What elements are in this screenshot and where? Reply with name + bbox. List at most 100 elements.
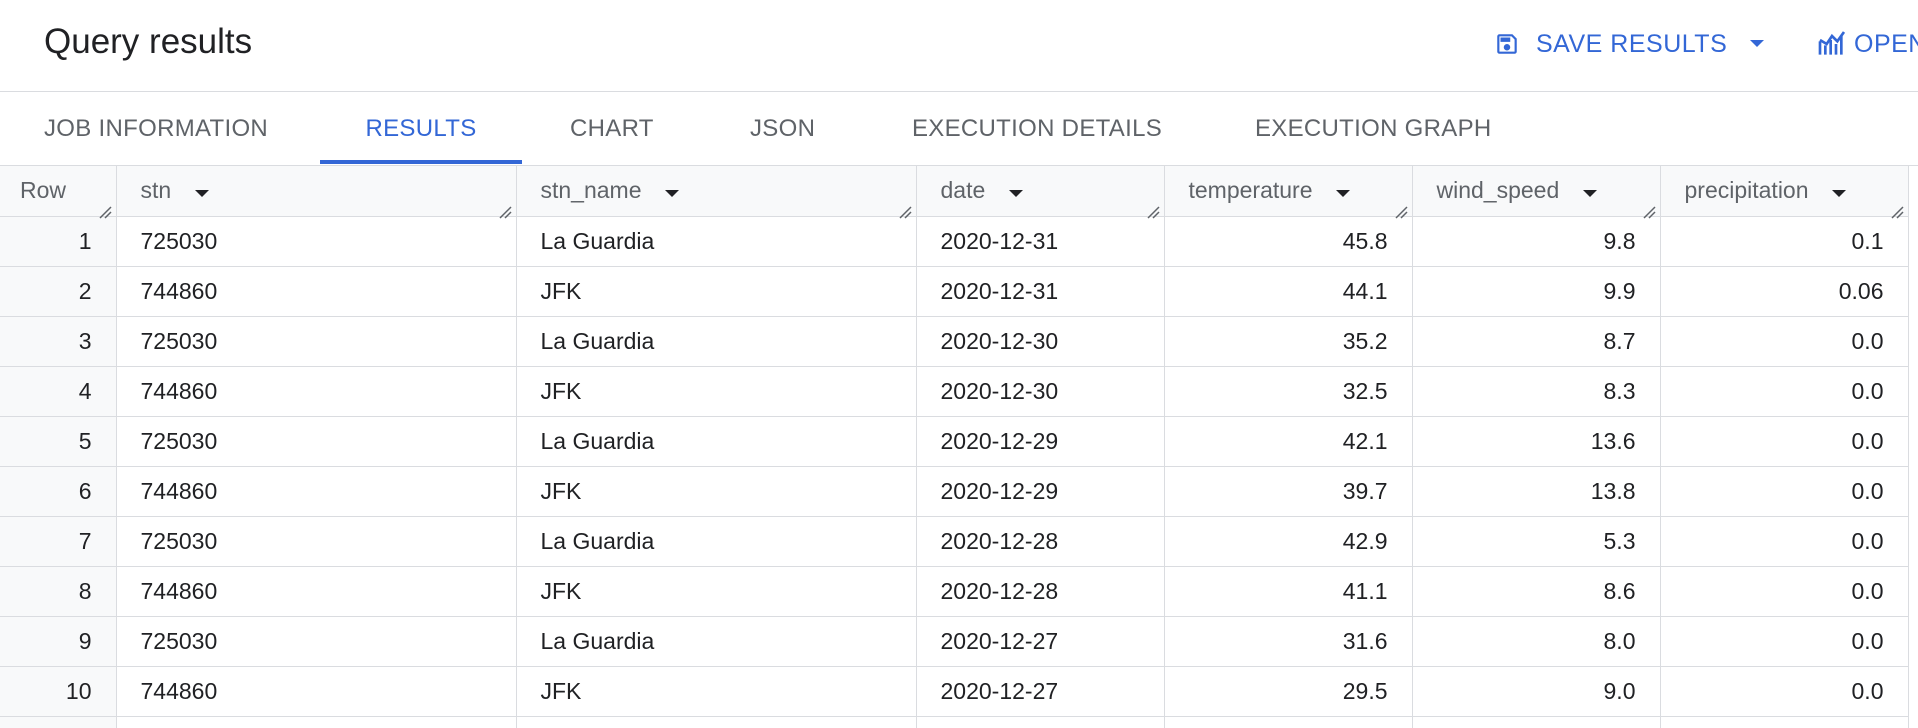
table-cell-wind-speed[interactable]: 8.3: [1412, 366, 1661, 417]
table-cell-wind-speed[interactable]: [1412, 716, 1661, 728]
table-row[interactable]: 2 744860 JFK 2020-12-31 44.1 9.9 0.06: [0, 266, 1909, 317]
table-cell-temperature[interactable]: 31.6: [1164, 616, 1413, 667]
table-cell-stn-name[interactable]: La Guardia: [516, 516, 917, 567]
table-row[interactable]: 1 725030 La Guardia 2020-12-31 45.8 9.8 0.1: [0, 216, 1909, 267]
table-cell-stn[interactable]: 744860: [116, 566, 517, 617]
table-cell-date[interactable]: 2020-12-30: [916, 366, 1165, 417]
sort-down-icon[interactable]: [664, 178, 680, 205]
table-row[interactable]: 4 744860 JFK 2020-12-30 32.5 8.3 0.0: [0, 366, 1909, 417]
table-cell-wind-speed[interactable]: 5.3: [1412, 516, 1661, 567]
table-cell-wind-speed[interactable]: 9.9: [1412, 266, 1661, 317]
table-cell-wind-speed[interactable]: 8.0: [1412, 616, 1661, 667]
resize-handle-icon[interactable]: [98, 198, 112, 219]
resize-handle-icon[interactable]: [1394, 198, 1408, 219]
column-header-wind-speed[interactable]: wind_speed: [1412, 166, 1661, 219]
table-cell-date[interactable]: 2020-12-28: [916, 566, 1165, 617]
table-cell-precipitation[interactable]: 0.0: [1660, 416, 1909, 467]
resize-handle-icon[interactable]: [898, 198, 912, 219]
table-cell-stn-name[interactable]: JFK: [516, 566, 917, 617]
table-cell-temperature[interactable]: 42.9: [1164, 516, 1413, 567]
table-cell-stn-name[interactable]: JFK: [516, 466, 917, 517]
table-cell-temperature[interactable]: 29.5: [1164, 666, 1413, 717]
table-cell-date[interactable]: 2020-12-29: [916, 416, 1165, 467]
table-cell-stn[interactable]: 744860: [116, 666, 517, 717]
column-header-date[interactable]: date: [916, 166, 1165, 219]
table-cell-stn-name[interactable]: JFK: [516, 366, 917, 417]
row-number-cell[interactable]: 7: [0, 516, 117, 567]
table-cell-date[interactable]: 2020-12-30: [916, 316, 1165, 367]
table-cell-wind-speed[interactable]: 13.6: [1412, 416, 1661, 467]
row-number-cell[interactable]: 6: [0, 466, 117, 517]
table-cell-temperature[interactable]: 39.7: [1164, 466, 1413, 517]
save-results-button[interactable]: SAVE RESULTS: [1494, 26, 1765, 62]
table-cell-stn-name[interactable]: La Guardia: [516, 616, 917, 667]
table-cell-precipitation[interactable]: 0.0: [1660, 466, 1909, 517]
table-cell-date[interactable]: 2020-12-27: [916, 616, 1165, 667]
sort-down-icon[interactable]: [1335, 178, 1351, 205]
table-cell-stn-name[interactable]: La Guardia: [516, 316, 917, 367]
table-cell-date[interactable]: 2020-12-29: [916, 466, 1165, 517]
tab-job-information[interactable]: JOB INFORMATION: [44, 115, 269, 142]
table-cell-precipitation[interactable]: [1660, 716, 1909, 728]
table-cell-temperature[interactable]: 45.8: [1164, 216, 1413, 267]
row-number-cell[interactable]: 10: [0, 666, 117, 717]
sort-down-icon[interactable]: [1008, 178, 1024, 205]
row-number-cell[interactable]: 3: [0, 316, 117, 367]
table-row[interactable]: 5 725030 La Guardia 2020-12-29 42.1 13.6 0.0: [0, 416, 1909, 467]
table-row[interactable]: 9 725030 La Guardia 2020-12-27 31.6 8.0 0.0: [0, 616, 1909, 667]
row-number-cell[interactable]: 8: [0, 566, 117, 617]
table-row[interactable]: 6 744860 JFK 2020-12-29 39.7 13.8 0.0: [0, 466, 1909, 517]
sort-down-icon[interactable]: [1582, 178, 1598, 205]
table-cell-date[interactable]: 2020-12-31: [916, 266, 1165, 317]
table-cell-stn-name[interactable]: JFK: [516, 666, 917, 717]
row-number-cell[interactable]: 2: [0, 266, 117, 317]
table-cell-stn-name[interactable]: [516, 716, 917, 728]
tab-chart[interactable]: CHART: [570, 115, 654, 142]
table-cell-precipitation[interactable]: 0.0: [1660, 316, 1909, 367]
table-cell-stn[interactable]: 725030: [116, 516, 517, 567]
open-button[interactable]: OPEN: [1816, 26, 1918, 62]
table-cell-stn[interactable]: [116, 716, 517, 728]
table-cell-precipitation[interactable]: 0.0: [1660, 566, 1909, 617]
row-number-cell[interactable]: 1: [0, 216, 117, 267]
table-cell-wind-speed[interactable]: 8.7: [1412, 316, 1661, 367]
tab-json[interactable]: JSON: [750, 115, 816, 142]
column-header-temperature[interactable]: temperature: [1164, 166, 1413, 219]
table-cell-temperature[interactable]: 44.1: [1164, 266, 1413, 317]
table-cell-date[interactable]: 2020-12-28: [916, 516, 1165, 567]
table-cell-stn-name[interactable]: La Guardia: [516, 216, 917, 267]
row-number-cell[interactable]: [0, 716, 117, 728]
table-cell-precipitation[interactable]: 0.0: [1660, 616, 1909, 667]
table-cell-stn[interactable]: 744860: [116, 466, 517, 517]
table-cell-precipitation[interactable]: 0.0: [1660, 666, 1909, 717]
column-header-stn-name[interactable]: stn_name: [516, 166, 917, 219]
table-cell-wind-speed[interactable]: 13.8: [1412, 466, 1661, 517]
table-cell-stn[interactable]: 725030: [116, 316, 517, 367]
table-cell-stn-name[interactable]: JFK: [516, 266, 917, 317]
table-cell-date[interactable]: [916, 716, 1165, 728]
column-header-stn[interactable]: stn: [116, 166, 517, 219]
row-number-cell[interactable]: 4: [0, 366, 117, 417]
table-cell-temperature[interactable]: 35.2: [1164, 316, 1413, 367]
tab-results[interactable]: RESULTS: [320, 92, 522, 164]
row-number-cell[interactable]: 5: [0, 416, 117, 467]
table-row[interactable]: 8 744860 JFK 2020-12-28 41.1 8.6 0.0: [0, 566, 1909, 617]
table-cell-date[interactable]: 2020-12-31: [916, 216, 1165, 267]
table-cell-date[interactable]: 2020-12-27: [916, 666, 1165, 717]
column-header-precipitation[interactable]: precipitation: [1660, 166, 1909, 219]
resize-handle-icon[interactable]: [1146, 198, 1160, 219]
table-cell-stn[interactable]: 744860: [116, 366, 517, 417]
table-row[interactable]: 3 725030 La Guardia 2020-12-30 35.2 8.7 0.0: [0, 316, 1909, 367]
table-cell-wind-speed[interactable]: 9.8: [1412, 216, 1661, 267]
table-cell-wind-speed[interactable]: 9.0: [1412, 666, 1661, 717]
table-cell-precipitation[interactable]: 0.0: [1660, 516, 1909, 567]
table-cell-stn[interactable]: 725030: [116, 416, 517, 467]
table-cell-stn[interactable]: 725030: [116, 216, 517, 267]
table-cell-stn-name[interactable]: La Guardia: [516, 416, 917, 467]
table-cell-temperature[interactable]: 42.1: [1164, 416, 1413, 467]
table-cell-temperature[interactable]: 32.5: [1164, 366, 1413, 417]
table-cell-stn[interactable]: 744860: [116, 266, 517, 317]
tab-execution-graph[interactable]: EXECUTION GRAPH: [1255, 115, 1492, 142]
sort-down-icon[interactable]: [194, 178, 210, 205]
table-cell-precipitation[interactable]: 0.06: [1660, 266, 1909, 317]
